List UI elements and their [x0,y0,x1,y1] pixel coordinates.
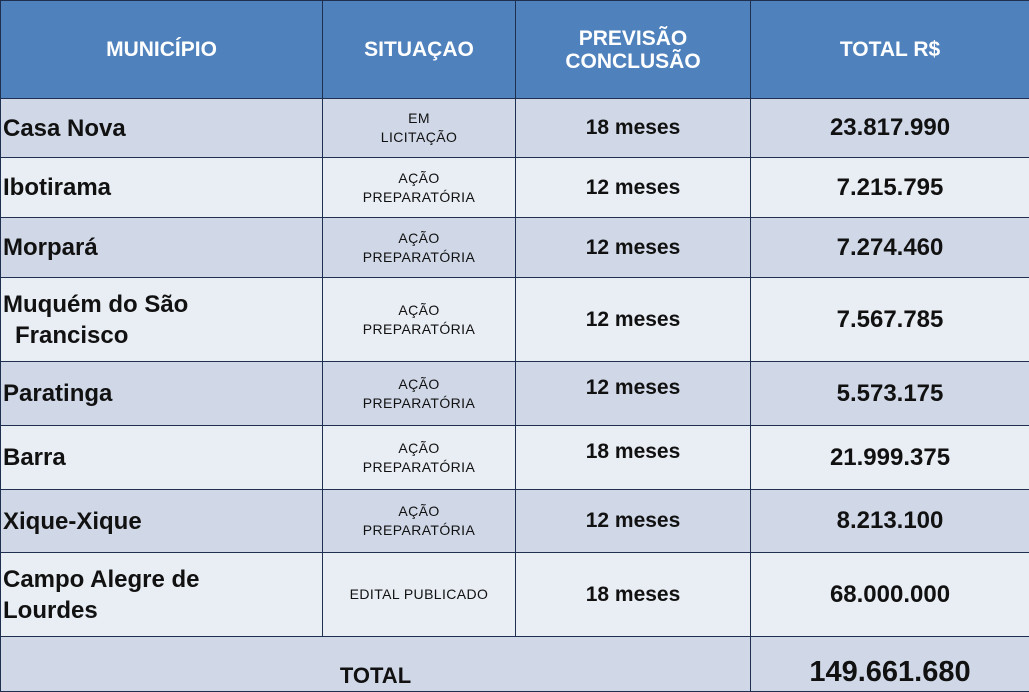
situacao-line1: AÇÃO [323,301,515,320]
municipio-name: Paratinga [3,380,112,407]
total-cell: 8.213.100 [751,490,1029,553]
municipio-name-line2: Francisco [3,320,128,351]
table-row: Xique-Xique AÇÃO PREPARATÓRIA 12 meses 8… [1,490,1029,553]
table-row: Barra AÇÃO PREPARATÓRIA 18 meses 21.999.… [1,426,1029,490]
municipio-name: Ibotirama [3,174,111,201]
municipio-cell: Paratinga [1,362,323,426]
situacao-cell: AÇÃO PREPARATÓRIA [323,218,516,278]
municipio-name-line2: Lourdes [3,597,98,624]
header-previsao-line2: CONCLUSÃO [565,50,700,73]
total-cell: 21.999.375 [751,426,1029,490]
table-row: Casa Nova EM LICITAÇÃO 18 meses 23.817.9… [1,99,1029,158]
municipio-cell: Casa Nova [1,99,323,158]
situacao-line2: PREPARATÓRIA [323,320,515,339]
table-row: Paratinga AÇÃO PREPARATÓRIA 12 meses 5.5… [1,362,1029,426]
municipio-cell: Xique-Xique [1,490,323,553]
previsao-cell: 12 meses [516,278,751,362]
situacao-line2: PREPARATÓRIA [323,458,515,477]
header-previsao: PREVISÃO CONCLUSÃO [516,1,751,99]
situacao-line1: AÇÃO [323,229,515,248]
municipio-name: Campo Alegre de [3,566,200,593]
total-cell: 7.215.795 [751,158,1029,218]
situacao-line1: AÇÃO [323,439,515,458]
header-municipio: MUNICÍPIO [1,1,323,99]
situacao-line1: AÇÃO [323,375,515,394]
situacao-cell: AÇÃO PREPARATÓRIA [323,158,516,218]
municipio-cell: Muquém do São Francisco [1,278,323,362]
municipio-cell: Campo Alegre de Lourdes [1,553,323,637]
total-cell: 5.573.175 [751,362,1029,426]
header-total: TOTAL R$ [751,1,1029,99]
municipio-cell: Barra [1,426,323,490]
total-row: TOTAL 149.661.680 [1,637,1029,692]
municipio-name: Casa Nova [3,115,126,142]
table-row: Muquém do São Francisco AÇÃO PREPARATÓRI… [1,278,1029,362]
header-previsao-line1: PREVISÃO [579,27,688,50]
situacao-line2: LICITAÇÃO [323,128,515,147]
situacao-line1: EDITAL PUBLICADO [323,585,515,604]
municipio-name: Muquém do São [3,291,188,318]
situacao-cell: EDITAL PUBLICADO [323,553,516,637]
total-label: TOTAL [1,637,751,692]
header-situacao: SITUAÇAO [323,1,516,99]
previsao-cell: 12 meses [516,158,751,218]
previsao-cell: 12 meses [516,218,751,278]
municipio-cell: Ibotirama [1,158,323,218]
situacao-cell: AÇÃO PREPARATÓRIA [323,278,516,362]
total-cell: 23.817.990 [751,99,1029,158]
municipio-cell: Morpará [1,218,323,278]
table-row: Ibotirama AÇÃO PREPARATÓRIA 12 meses 7.2… [1,158,1029,218]
situacao-line1: EM [323,109,515,128]
situacao-line2: PREPARATÓRIA [323,394,515,413]
situacao-line2: PREPARATÓRIA [323,248,515,267]
grand-total-value: 149.661.680 [751,637,1029,692]
situacao-cell: AÇÃO PREPARATÓRIA [323,426,516,490]
total-cell: 68.000.000 [751,553,1029,637]
previsao-cell: 18 meses [516,426,751,490]
municipio-name: Barra [3,444,66,471]
situacao-cell: AÇÃO PREPARATÓRIA [323,362,516,426]
previsao-cell: 12 meses [516,490,751,553]
previsao-value: 18 meses [586,440,681,463]
situacao-line1: AÇÃO [323,169,515,188]
table-header-row: MUNICÍPIO SITUAÇAO PREVISÃO CONCLUSÃO TO… [1,1,1029,99]
situacao-line2: PREPARATÓRIA [323,188,515,207]
situacao-line1: AÇÃO [323,502,515,521]
municipio-name: Morpará [3,234,98,261]
previsao-cell: 18 meses [516,99,751,158]
situacao-cell: AÇÃO PREPARATÓRIA [323,490,516,553]
situacao-cell: EM LICITAÇÃO [323,99,516,158]
total-cell: 7.567.785 [751,278,1029,362]
total-cell: 7.274.460 [751,218,1029,278]
previsao-value: 12 meses [586,376,681,399]
situacao-line2: PREPARATÓRIA [323,521,515,540]
table-row: Morpará AÇÃO PREPARATÓRIA 12 meses 7.274… [1,218,1029,278]
previsao-cell: 12 meses [516,362,751,426]
table-row: Campo Alegre de Lourdes EDITAL PUBLICADO… [1,553,1029,637]
previsao-cell: 18 meses [516,553,751,637]
municipio-name: Xique-Xique [3,508,142,535]
